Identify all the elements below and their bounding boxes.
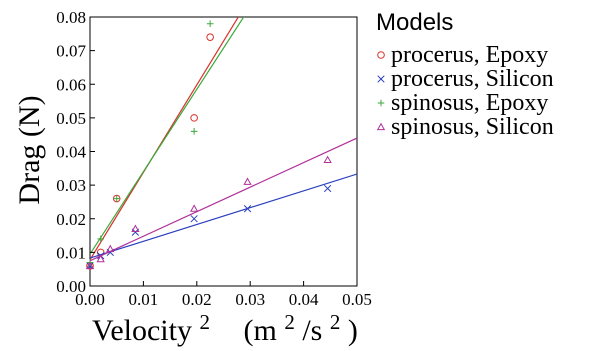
data-point: [106, 244, 115, 253]
y-tick-label: 0.08: [56, 8, 86, 27]
y-tick-label: 0.02: [56, 210, 86, 229]
y-tick-label: 0.01: [56, 243, 86, 262]
series-3: [85, 137, 357, 269]
tick-labels: 0.00 0.01 0.02 0.03 0.04 0.05 0.00 0.01 0.02 0.03…: [56, 8, 372, 309]
y-tick-label: 0.06: [56, 75, 86, 94]
y-tick-label: 0.04: [56, 143, 86, 162]
y-tick-label: 0.07: [56, 42, 86, 61]
data-point: [113, 195, 120, 202]
x-axis-unit-open: (m: [243, 314, 276, 347]
data-point: [323, 184, 332, 193]
x-tick-label: 0.00: [75, 290, 105, 309]
data-point: [189, 204, 199, 212]
data-point: [190, 114, 198, 122]
legend-marker: [377, 75, 385, 83]
legend-marker: [376, 122, 386, 131]
y-tick-label: 0.03: [56, 176, 86, 195]
data-point: [97, 235, 104, 243]
x-axis-label-text: Velocity: [92, 314, 192, 347]
x-tick-label: 0.03: [235, 290, 265, 309]
data-point: [206, 33, 214, 41]
series-2: [86, 17, 245, 266]
data-point: [323, 155, 332, 164]
y-axis-label: Drag (N): [13, 95, 46, 204]
y-tick-label: 0.00: [56, 277, 86, 296]
data-point: [85, 261, 95, 269]
fit-line: [90, 137, 357, 262]
legend-label: spinosus, Silicon: [391, 114, 554, 140]
data-point: [243, 205, 252, 213]
legend-label: procerus, Epoxy: [391, 42, 548, 68]
fit-line: [90, 17, 239, 261]
legend-marker: [377, 99, 385, 107]
legend-label: procerus, Silicon: [391, 66, 554, 92]
y-tick-label: 0.05: [56, 109, 86, 128]
data-point: [243, 177, 252, 185]
plot-area: [85, 16, 358, 287]
data-point: [190, 128, 198, 135]
x-axis-unit-close: ): [348, 314, 358, 347]
legend-label: spinosus, Epoxy: [391, 90, 548, 116]
x-axis-unit-exponent-2: 2: [330, 310, 341, 334]
x-tick-label: 0.01: [129, 290, 159, 309]
data-point: [206, 20, 214, 28]
x-tick-label: 0.02: [182, 290, 212, 309]
x-axis-label-exponent: 2: [199, 310, 210, 334]
series-0: [86, 17, 239, 270]
x-tick-label: 0.05: [342, 290, 372, 309]
fit-line: [90, 17, 245, 255]
x-axis-label: Velocity 2 (m 2 /s 2 ): [92, 303, 358, 347]
legend-title: Models: [376, 9, 453, 36]
fit-line: [90, 173, 357, 259]
data-point: [131, 224, 140, 232]
series-1: [86, 173, 357, 270]
x-tick-label: 0.04: [289, 290, 319, 309]
legend-marker: [377, 51, 385, 59]
x-axis-unit-mid: /s: [302, 314, 322, 347]
data-point: [190, 215, 198, 223]
data-point: [96, 254, 105, 263]
x-axis-unit-exponent-1: 2: [284, 310, 295, 334]
